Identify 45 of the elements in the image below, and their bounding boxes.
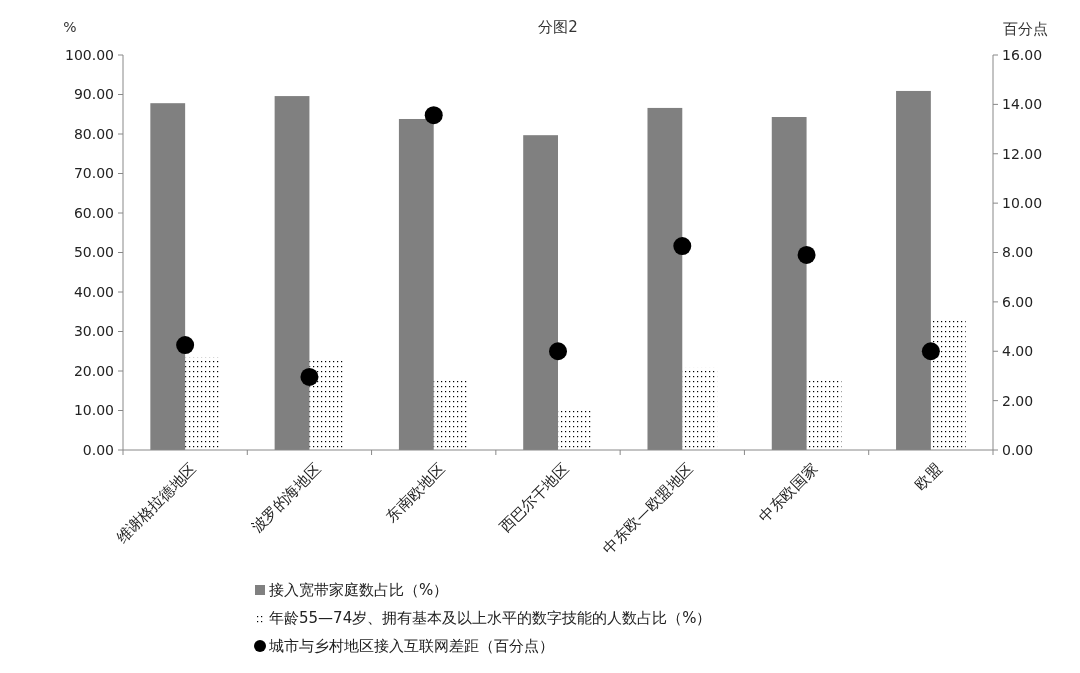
y2-tick-label: 14.00 xyxy=(1002,96,1043,113)
y2-tick-label: 8.00 xyxy=(1002,244,1034,261)
point xyxy=(549,342,567,361)
y2-tick-label: 0.00 xyxy=(1002,441,1034,458)
y-tick-label: 30.00 xyxy=(73,323,114,340)
y-tick-label: 50.00 xyxy=(73,244,114,261)
legend-label: 年龄55—74岁、拥有基本及以上水平的数字技能的人数占比（%） xyxy=(269,609,712,628)
y-tick-label: 80.00 xyxy=(73,125,114,142)
bar xyxy=(185,357,220,450)
x-tick-label: 东南欧地区 xyxy=(382,459,449,526)
y2-tick-label: 4.00 xyxy=(1002,343,1034,360)
point xyxy=(424,106,443,125)
point xyxy=(176,336,195,355)
point xyxy=(797,245,816,264)
y2-axis-title: 百分点 xyxy=(1002,20,1048,38)
legend-label: 接入宽带家庭数占比（%） xyxy=(269,581,449,600)
legend-label: 城市与乡村地区接入互联网差距（百分点） xyxy=(268,637,554,656)
bar xyxy=(806,380,842,450)
y-tick-label: 0.00 xyxy=(82,441,114,458)
x-tick-label: 波罗的海地区 xyxy=(247,459,324,537)
y-tick-label: 90.00 xyxy=(73,86,114,103)
x-tick-label: 欧盟 xyxy=(911,459,946,494)
x-tick-label: 中东欧国家 xyxy=(755,459,822,526)
chart-title: 分图2 xyxy=(538,18,578,36)
bar xyxy=(433,380,469,450)
y-tick-label: 40.00 xyxy=(73,283,114,300)
y2-tick-label: 6.00 xyxy=(1002,293,1034,310)
y2-tick-label: 16.00 xyxy=(1002,46,1043,63)
y-tick-label: 100.00 xyxy=(65,46,114,63)
y-tick-label: 10.00 xyxy=(73,402,114,419)
point xyxy=(673,237,692,256)
y-tick-label: 60.00 xyxy=(73,204,114,221)
y2-tick-label: 10.00 xyxy=(1002,195,1043,212)
bar xyxy=(309,359,345,450)
x-tick-label: 中东欧—欧盟地区 xyxy=(599,459,697,558)
point xyxy=(921,342,940,361)
y-tick-label: 20.00 xyxy=(73,362,114,379)
bar xyxy=(930,318,966,450)
y2-tick-label: 12.00 xyxy=(1002,145,1043,162)
y2-tick-label: 2.00 xyxy=(1002,392,1034,409)
point xyxy=(300,367,319,386)
y-tick-label: 70.00 xyxy=(73,165,114,182)
y-axis-title: % xyxy=(63,19,77,35)
x-tick-label: 西巴尔干地区 xyxy=(496,459,573,537)
x-tick-label: 维谢格拉德地区 xyxy=(112,459,200,547)
